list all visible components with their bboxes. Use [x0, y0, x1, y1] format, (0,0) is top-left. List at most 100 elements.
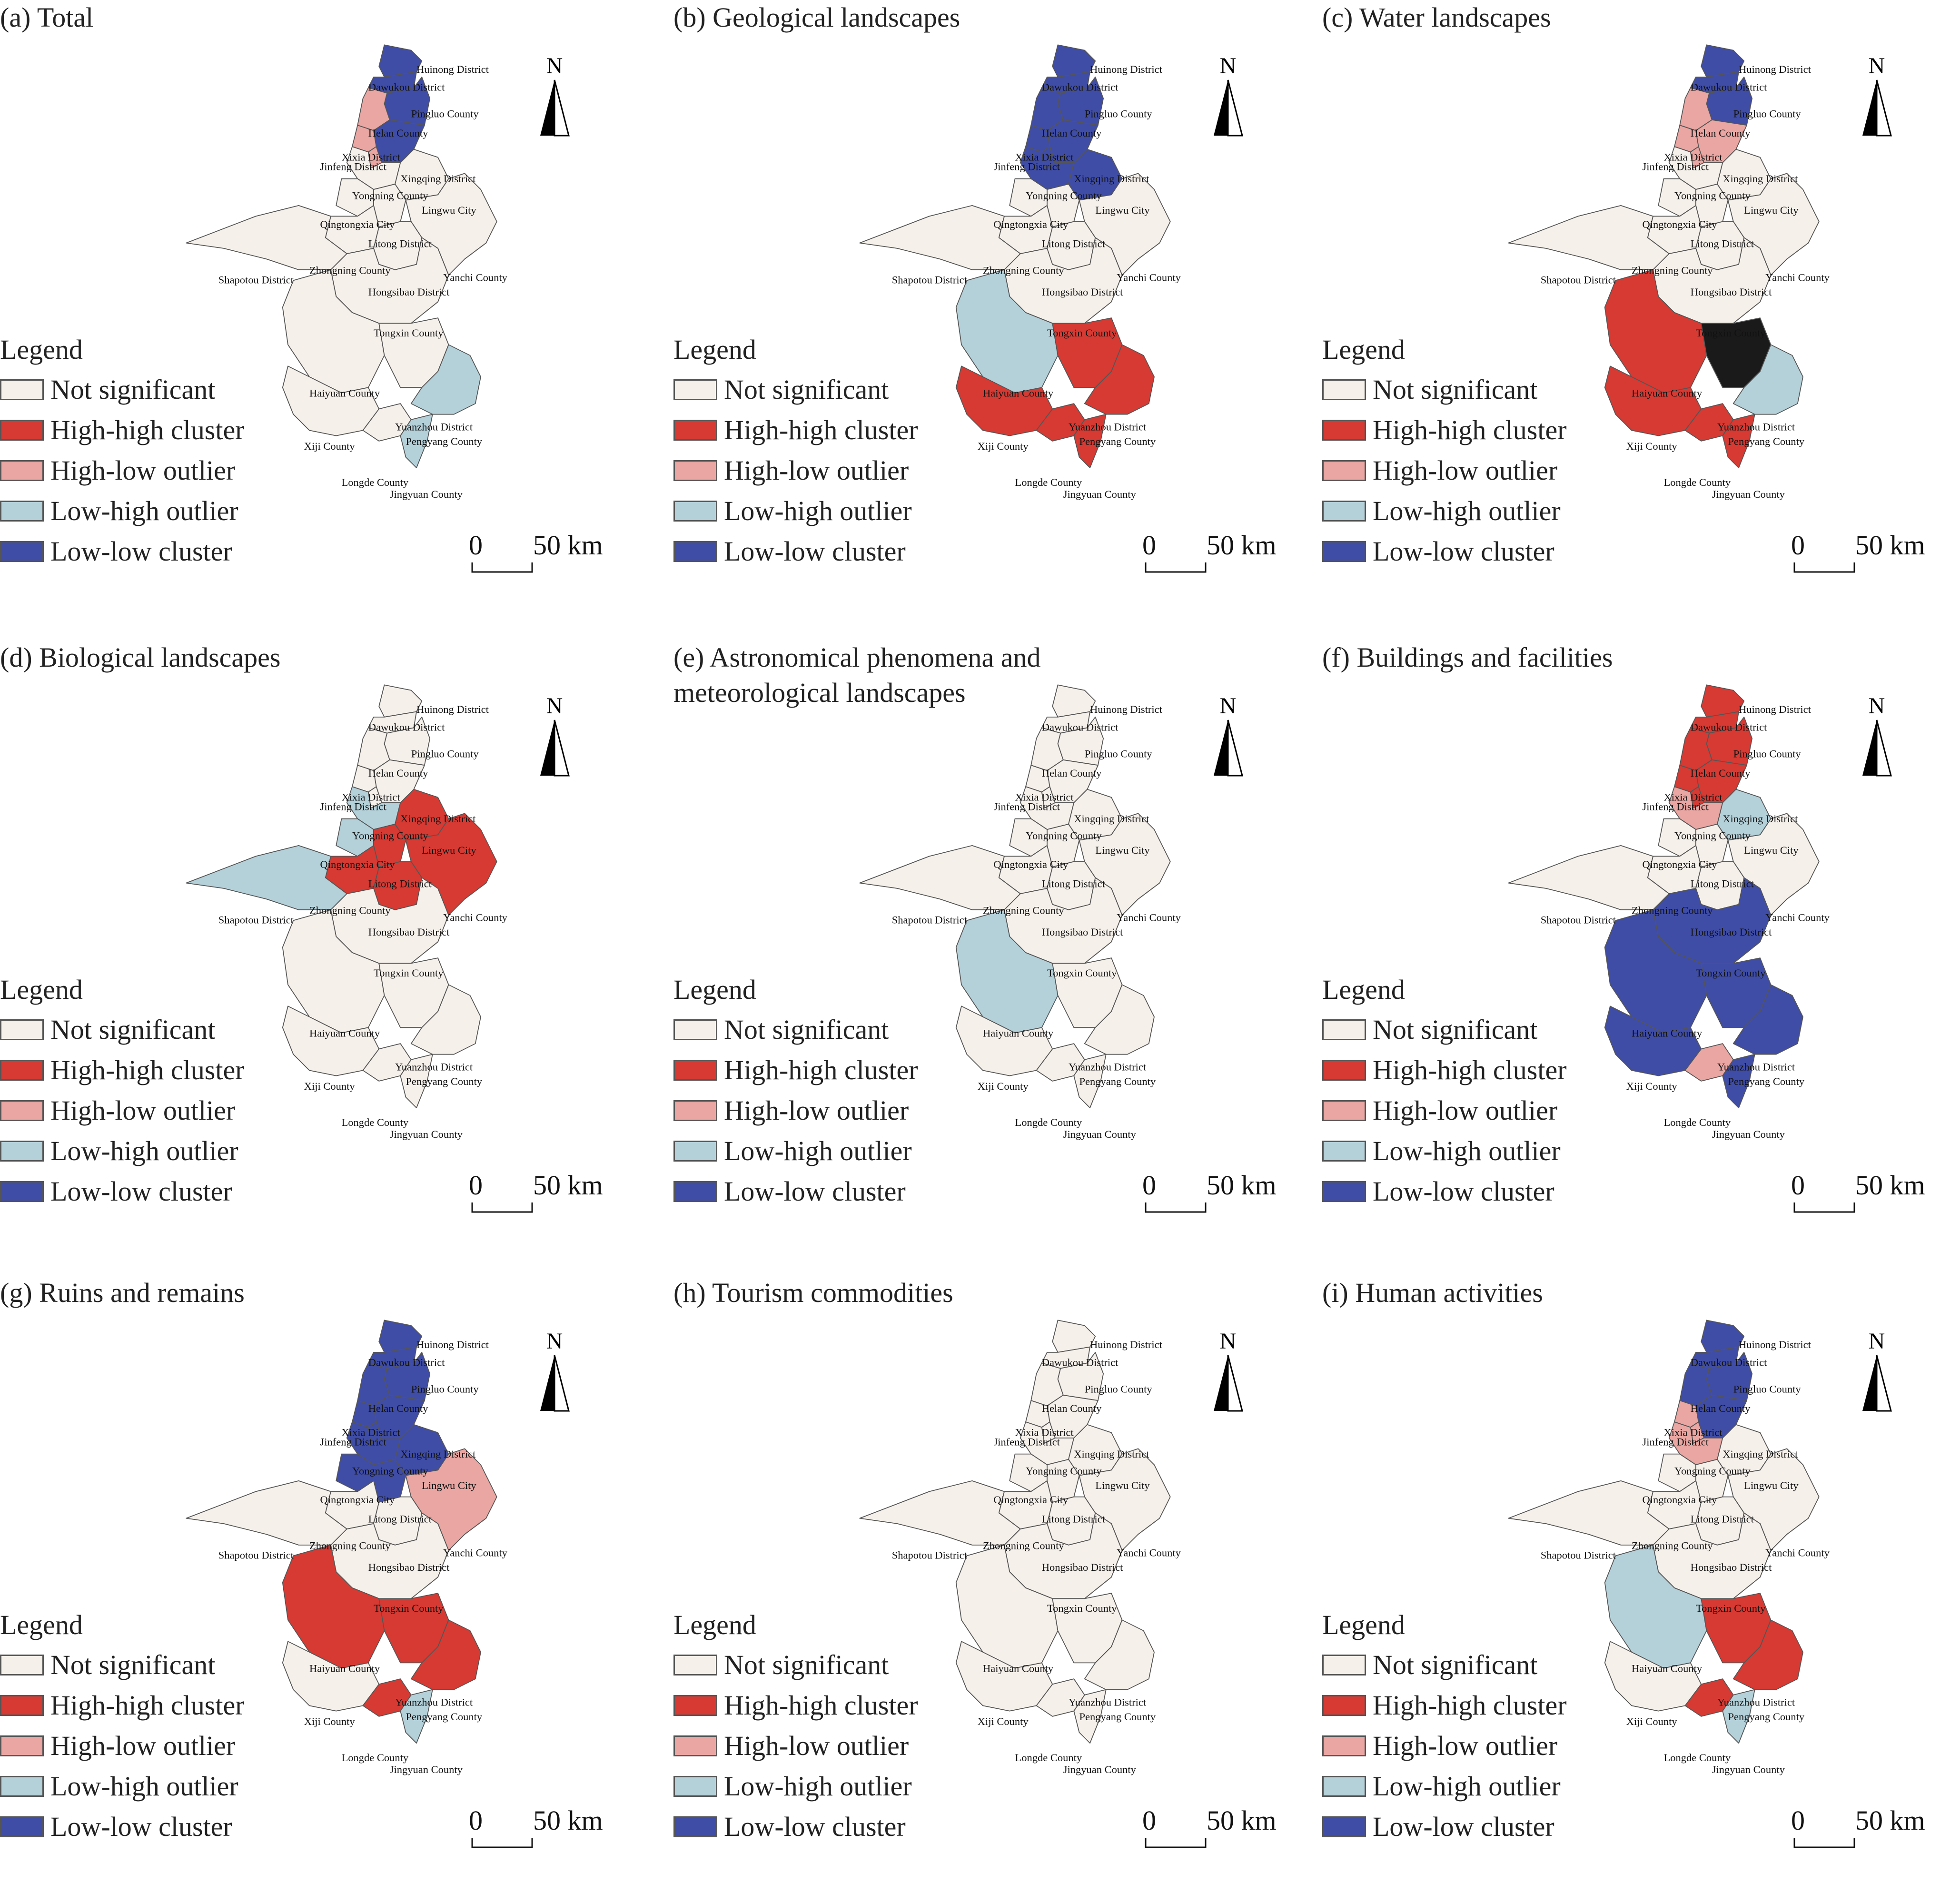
legend-label: High-high cluster	[724, 414, 918, 445]
district-label: Jingyuan County	[1712, 1128, 1785, 1140]
north-arrow-icon: N	[540, 1329, 570, 1412]
district-label: Jingyuan County	[1063, 488, 1137, 500]
district-label: Helan County	[368, 127, 428, 139]
district-label: Hongsibao District	[368, 1561, 450, 1573]
district-label: Yongning County	[352, 829, 428, 841]
district-label: Dawukou District	[1042, 81, 1119, 93]
district-shapotou-district	[186, 845, 347, 910]
district-jingyuan-county	[1073, 1054, 1107, 1109]
district-label: Pengyang County	[1079, 435, 1156, 447]
district-map: Huinong District Dawukou District Pingluo …	[1508, 684, 1830, 1140]
district-label: Xiji County	[1626, 440, 1678, 452]
district-label: Helan County	[368, 1402, 428, 1414]
district-label: Xiji County	[1626, 1080, 1678, 1092]
district-shapotou-district	[1508, 845, 1670, 910]
district-label: Xixia District	[1664, 1426, 1723, 1438]
legend: Legend Not significant High-high cluster Hi…	[1322, 333, 1567, 572]
legend-label: Low-low cluster	[50, 536, 232, 567]
district-jingyuan-county	[1073, 414, 1107, 469]
legend-item: High-low outlier	[673, 450, 918, 491]
district-map: Huinong District Dawukou District Pingluo …	[1508, 1320, 1830, 1775]
legend-label: Not significant	[50, 1014, 216, 1045]
district-label: Litong District	[1691, 238, 1754, 250]
district-jingyuan-county	[400, 1054, 433, 1109]
district-shapotou-district	[1508, 1480, 1670, 1546]
legend-title: Legend	[1322, 974, 1405, 1005]
legend-title: Legend	[1322, 1609, 1405, 1640]
legend-label: High-low outlier	[1373, 1095, 1558, 1126]
district-jingyuan-county	[1722, 1689, 1755, 1744]
legend-item: Low-high outlier	[673, 491, 918, 531]
legend-label: Not significant	[50, 1649, 216, 1680]
legend-swatch	[0, 1100, 44, 1121]
scale-bar: 0 50 km	[469, 1805, 603, 1848]
scale-zero: 0	[1791, 530, 1805, 561]
legend-label: Low-low cluster	[1373, 1811, 1554, 1842]
legend-item: Low-low cluster	[0, 1806, 245, 1847]
scale-bar: 0 50 km	[1142, 1170, 1277, 1213]
district-label: Helan County	[368, 767, 428, 779]
legend: Legend Not significant High-high cluster Hi…	[673, 333, 918, 572]
legend-swatch	[0, 419, 44, 441]
district-label: Jingyuan County	[390, 488, 463, 500]
legend-label: Low-high outlier	[724, 1135, 912, 1166]
district-label: Pingluo County	[411, 1383, 479, 1395]
legend-label: Low-high outlier	[724, 1771, 912, 1802]
district-label: Xixia District	[1664, 791, 1723, 803]
legend-swatch	[673, 460, 717, 481]
district-label: Longde County	[1664, 1752, 1731, 1764]
district-label: Pingluo County	[1733, 748, 1802, 759]
scale-distance: 50 km	[1207, 530, 1277, 561]
scale-bar: 0 50 km	[1791, 1805, 1925, 1848]
district-label: Zhongning County	[1632, 264, 1713, 276]
district-label: Zhongning County	[1632, 904, 1713, 916]
district-label: Hongsibao District	[368, 926, 450, 938]
district-label: Hongsibao District	[1691, 286, 1772, 298]
district-map: Huinong District Dawukou District Pingluo …	[1508, 44, 1830, 500]
district-label: Litong District	[368, 1513, 432, 1525]
legend-item: High-low outlier	[1322, 450, 1567, 491]
panel-title: (d) Biological landscapes	[0, 642, 281, 673]
legend-label: Low-high outlier	[724, 495, 912, 526]
district-label: Huinong District	[1739, 1339, 1812, 1350]
district-label: Tongxin County	[1696, 327, 1766, 339]
district-label: Yuanzhou District	[1717, 1061, 1795, 1073]
legend-item: High-low outlier	[0, 1725, 245, 1766]
district-label: Yanchi County	[1117, 272, 1181, 284]
legend-label: Not significant	[1373, 1649, 1538, 1680]
legend-label: Low-high outlier	[50, 1771, 238, 1802]
district-label: Yanchi County	[1765, 912, 1830, 924]
district-label: Xingqing District	[400, 1448, 476, 1460]
map-panel: (i) Human activities Huinong District Dawu…	[1322, 1275, 1960, 1902]
north-arrow-icon: N	[1214, 53, 1243, 137]
north-arrow-icon: N	[1214, 1329, 1243, 1412]
district-label: Yuanzhou District	[395, 1061, 473, 1073]
legend-label: High-low outlier	[50, 1730, 236, 1761]
legend: Legend Not significant High-high cluster Hi…	[0, 333, 245, 572]
panel-title: (i) Human activities	[1322, 1277, 1543, 1308]
legend-item: Low-low cluster	[0, 531, 245, 572]
district-label: Pingluo County	[411, 108, 479, 119]
district-label: Xiji County	[978, 440, 1029, 452]
legend-item: Low-low cluster	[673, 1806, 918, 1847]
district-pengyang-county	[410, 344, 481, 415]
legend-label: Not significant	[724, 1014, 889, 1045]
district-label: Longde County	[1664, 1116, 1731, 1128]
district-label: Yongning County	[1026, 189, 1102, 201]
district-label: Zhongning County	[309, 264, 391, 276]
district-label: Yanchi County	[443, 1547, 507, 1559]
district-label: Yuanzhou District	[395, 1696, 473, 1708]
district-label: Pengyang County	[406, 1075, 483, 1087]
district-label: Yuanzhou District	[1069, 1696, 1147, 1708]
panel-title: (f) Buildings and facilities	[1322, 642, 1613, 673]
district-label: Yanchi County	[1765, 272, 1830, 284]
legend-label: High-high cluster	[50, 1054, 245, 1085]
district-label: Yanchi County	[1765, 1547, 1830, 1559]
legend-swatch	[673, 1140, 717, 1162]
district-label: Haiyuan County	[983, 387, 1054, 399]
legend-swatch	[0, 1816, 44, 1837]
district-label: Pengyang County	[1079, 1075, 1156, 1087]
district-label: Shapotou District	[218, 914, 294, 926]
district-label: Huinong District	[1090, 1339, 1163, 1350]
district-label: Xiji County	[304, 1080, 356, 1092]
